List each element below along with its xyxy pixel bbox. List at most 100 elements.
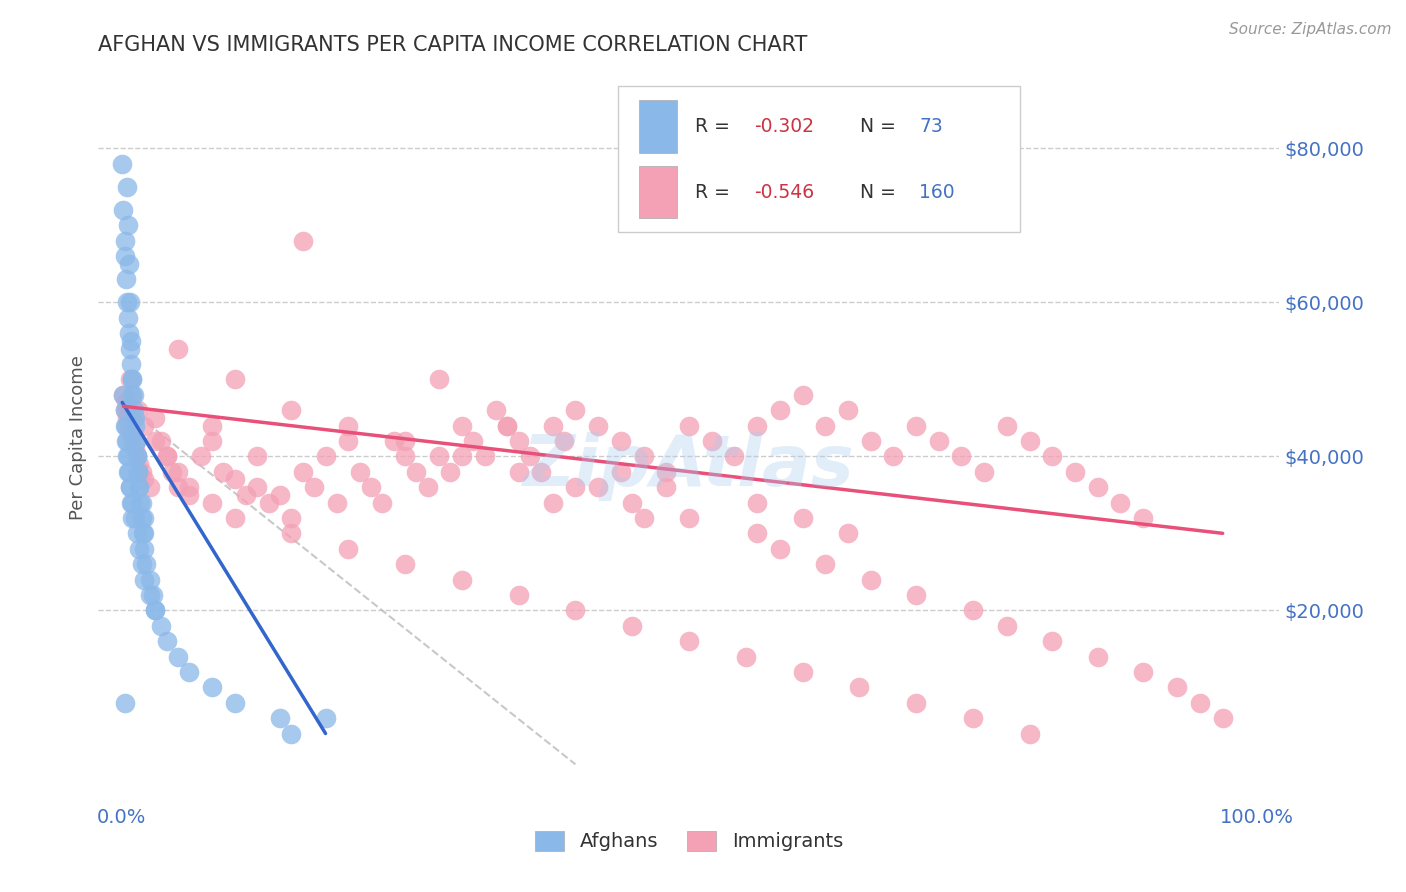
- Point: [124, 418, 146, 433]
- Point: [610, 465, 633, 479]
- Point: [678, 634, 700, 648]
- Point: [1018, 726, 1040, 740]
- Point: [120, 342, 142, 356]
- Point: [1087, 480, 1109, 494]
- Point: [962, 711, 984, 725]
- Point: [564, 480, 586, 494]
- Point: [337, 434, 360, 448]
- Point: [905, 418, 928, 433]
- Legend: Afghans, Immigrants: Afghans, Immigrants: [527, 822, 851, 859]
- Point: [337, 418, 360, 433]
- Point: [1212, 711, 1234, 725]
- Point: [530, 465, 553, 479]
- Y-axis label: Per Capita Income: Per Capita Income: [69, 355, 87, 519]
- FancyBboxPatch shape: [619, 86, 1019, 232]
- Point: [496, 418, 519, 433]
- Point: [167, 649, 190, 664]
- Point: [633, 450, 655, 464]
- Point: [394, 450, 416, 464]
- Point: [212, 465, 235, 479]
- Point: [142, 588, 165, 602]
- Point: [179, 665, 201, 679]
- Point: [135, 557, 157, 571]
- Point: [485, 403, 508, 417]
- Point: [114, 234, 136, 248]
- Point: [678, 418, 700, 433]
- Point: [122, 388, 145, 402]
- Point: [382, 434, 405, 448]
- Text: -0.546: -0.546: [754, 183, 814, 202]
- Point: [541, 418, 564, 433]
- Text: Source: ZipAtlas.com: Source: ZipAtlas.com: [1229, 22, 1392, 37]
- Point: [224, 511, 246, 525]
- Point: [111, 157, 134, 171]
- Point: [792, 511, 814, 525]
- Point: [1064, 465, 1087, 479]
- Point: [962, 603, 984, 617]
- Point: [121, 372, 143, 386]
- Point: [114, 403, 136, 417]
- Point: [496, 418, 519, 433]
- Point: [125, 434, 148, 448]
- Point: [655, 465, 678, 479]
- Point: [127, 403, 149, 417]
- Point: [1109, 495, 1132, 509]
- Point: [121, 372, 143, 386]
- Point: [541, 495, 564, 509]
- Point: [973, 465, 995, 479]
- Point: [124, 410, 146, 425]
- Point: [167, 480, 190, 494]
- Point: [280, 403, 302, 417]
- Point: [995, 418, 1018, 433]
- Point: [246, 450, 269, 464]
- Point: [792, 665, 814, 679]
- Text: -0.302: -0.302: [754, 117, 814, 136]
- Point: [132, 418, 155, 433]
- Point: [121, 388, 143, 402]
- Point: [1166, 681, 1188, 695]
- Point: [131, 557, 153, 571]
- Point: [450, 450, 472, 464]
- Point: [201, 681, 224, 695]
- Point: [155, 450, 177, 464]
- Point: [463, 434, 485, 448]
- Point: [118, 418, 141, 433]
- Point: [1132, 511, 1154, 525]
- Point: [121, 388, 143, 402]
- Point: [508, 465, 530, 479]
- Text: N =: N =: [860, 117, 903, 136]
- Point: [291, 465, 314, 479]
- Point: [125, 434, 148, 448]
- Point: [122, 403, 145, 417]
- Point: [814, 557, 837, 571]
- Point: [138, 588, 160, 602]
- Point: [269, 711, 291, 725]
- Point: [167, 342, 190, 356]
- Point: [117, 403, 139, 417]
- Point: [118, 257, 141, 271]
- Point: [117, 310, 139, 325]
- Point: [302, 480, 325, 494]
- Point: [769, 403, 792, 417]
- Point: [112, 202, 135, 217]
- Point: [995, 618, 1018, 632]
- Point: [114, 696, 136, 710]
- Point: [837, 403, 859, 417]
- Point: [371, 495, 394, 509]
- Point: [837, 526, 859, 541]
- Point: [564, 403, 586, 417]
- Point: [128, 480, 150, 494]
- Point: [120, 480, 142, 494]
- Point: [201, 495, 224, 509]
- Point: [224, 372, 246, 386]
- Point: [427, 372, 450, 386]
- Point: [394, 557, 416, 571]
- Point: [143, 603, 166, 617]
- Point: [315, 450, 337, 464]
- Point: [114, 395, 136, 409]
- Point: [201, 434, 224, 448]
- Point: [118, 326, 141, 340]
- Point: [269, 488, 291, 502]
- Point: [124, 442, 146, 456]
- Point: [131, 465, 153, 479]
